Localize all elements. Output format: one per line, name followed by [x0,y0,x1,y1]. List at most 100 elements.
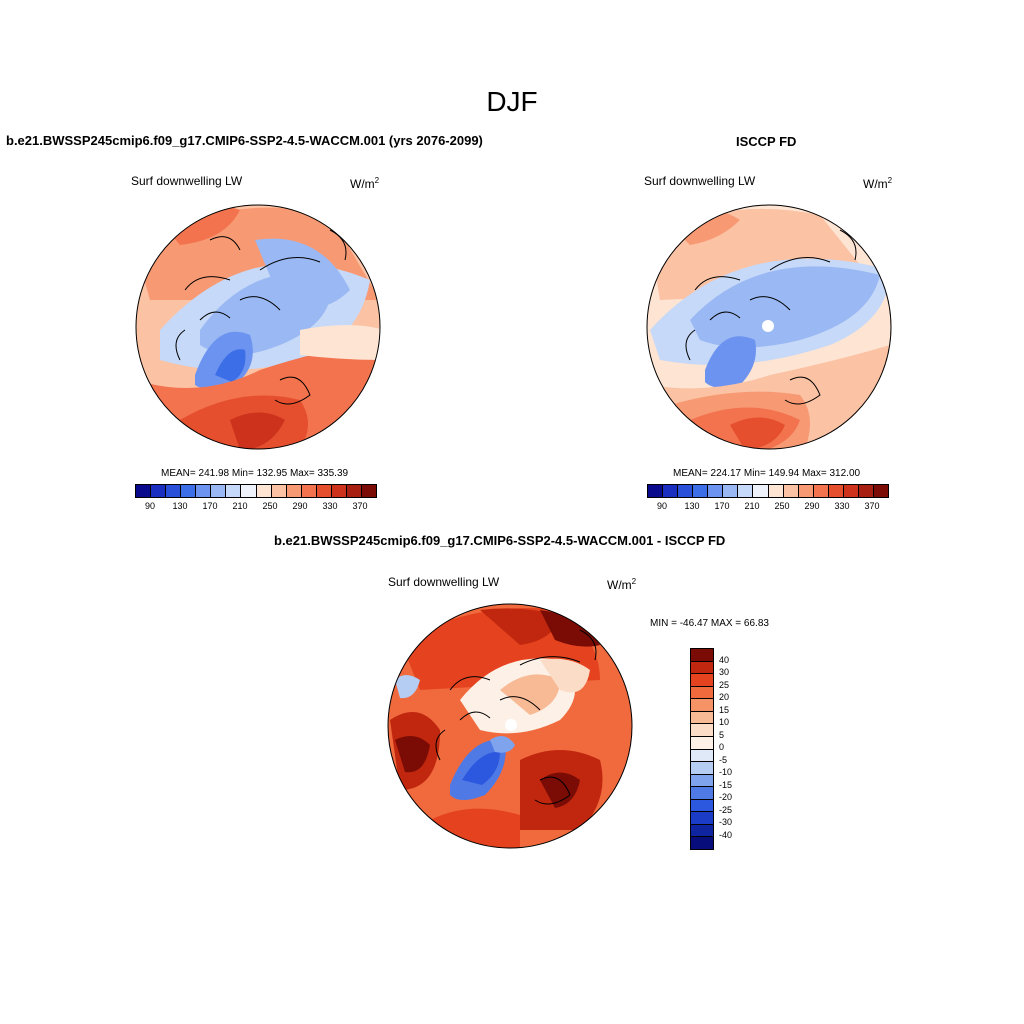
right-stats: MEAN= 224.17 Min= 149.94 Max= 312.00 [673,468,861,479]
diff-colorbar-label: -25 [719,804,733,815]
diff-colorbar-label: 10 [719,717,730,727]
colorbar-tick-label: 210 [232,501,248,511]
diff-panel-title: b.e21.BWSSP245cmip6.f09_g17.CMIP6-SSP2-4… [274,533,726,548]
right-units-label: W/m2 [863,176,893,191]
diff-colorbar-label: 15 [719,704,730,715]
colorbar-swatch [301,485,317,497]
colorbar-swatch [858,485,874,497]
colorbar-swatch [256,485,272,497]
colorbar-swatch [226,485,242,497]
diff-colorbar-swatch [691,736,713,750]
colorbar-swatch [316,485,332,497]
right-colorbar [647,484,889,498]
colorbar-swatch [211,485,227,497]
colorbar-swatch [181,485,197,497]
diff-colorbar-swatch [691,749,713,763]
colorbar-swatch [768,485,784,497]
left-stats: MEAN= 241.98 Min= 132.95 Max= 335.39 [161,468,349,479]
colorbar-tick-label: 330 [322,501,338,511]
left-colorbar [135,484,377,498]
diff-colorbar-label: -5 [719,754,728,765]
colorbar-tick-label: 250 [262,501,278,511]
diff-colorbar-swatch [691,824,713,838]
colorbar-swatch [813,485,829,497]
diff-colorbar-label: 20 [719,692,730,702]
colorbar-swatch [648,485,664,497]
left-polar-map [136,205,380,449]
colorbar-tick-label: 170 [202,501,218,511]
colorbar-tick-label: 250 [774,501,790,511]
colorbar-swatch [196,485,212,497]
diff-colorbar-swatch [691,674,713,687]
diff-colorbar-swatch [691,799,713,813]
colorbar-swatch [361,485,376,497]
right-panel-title: ISCCP FD [736,134,797,149]
diff-colorbar-swatch [691,787,713,800]
diff-colorbar-label: 0 [719,742,725,752]
colorbar-swatch [708,485,724,497]
diff-colorbar-label: 30 [719,667,730,677]
diff-colorbar-swatch [691,837,713,849]
colorbar-tick-label: 330 [834,501,850,511]
colorbar-swatch [798,485,814,497]
colorbar-tick-label: 170 [714,501,730,511]
colorbar-swatch [286,485,302,497]
diff-variable-label: Surf downwelling LW [388,575,500,589]
diff-colorbar-swatch [691,711,713,725]
diff-colorbar-swatch [691,699,713,712]
colorbar-swatch [753,485,769,497]
diff-colorbar-label: 40 [719,654,730,665]
diff-colorbar-label: -30 [719,817,733,827]
diff-colorbar-swatch [691,686,713,700]
colorbar-swatch [873,485,888,497]
colorbar-tick-label: 90 [656,501,668,511]
colorbar-swatch [136,485,152,497]
colorbar-swatch [331,485,347,497]
diff-colorbar-swatch [691,762,713,775]
left-units-label: W/m2 [350,176,380,191]
diff-minmax: MIN = -46.47 MAX = 66.83 [650,618,769,629]
colorbar-swatch [843,485,859,497]
diff-colorbar-swatch [691,661,713,675]
colorbar-swatch [738,485,754,497]
diff-colorbar-swatch [691,724,713,737]
colorbar-swatch [828,485,844,497]
colorbar-swatch [783,485,799,497]
diff-colorbar [690,648,714,850]
colorbar-swatch [166,485,182,497]
colorbar-swatch [663,485,679,497]
colorbar-swatch [346,485,362,497]
colorbar-swatch [693,485,709,497]
colorbar-tick-label: 290 [804,501,820,511]
diff-colorbar-swatch [691,649,713,662]
diff-colorbar-label: 5 [719,729,725,740]
diff-polar-map [388,604,632,848]
colorbar-tick-label: 130 [172,501,188,511]
colorbar-swatch [723,485,739,497]
diff-units-label: W/m2 [607,577,637,592]
colorbar-tick-label: 370 [352,501,368,511]
colorbar-tick-label: 290 [292,501,308,511]
diff-colorbar-label: 25 [719,679,730,690]
right-variable-label: Surf downwelling LW [644,174,756,188]
diff-colorbar-label: -10 [719,767,733,777]
colorbar-tick-label: 90 [144,501,156,511]
diff-colorbar-label: -40 [719,829,733,840]
left-panel-title: b.e21.BWSSP245cmip6.f09_g17.CMIP6-SSP2-4… [6,133,483,148]
right-map-pole-hole [762,320,774,332]
colorbar-swatch [241,485,257,497]
colorbar-swatch [271,485,287,497]
colorbar-swatch [678,485,694,497]
colorbar-tick-label: 370 [864,501,880,511]
diff-colorbar-label: -20 [719,792,733,802]
diff-colorbar-swatch [691,812,713,825]
diff-colorbar-label: -15 [719,779,733,790]
season-title: DJF [486,86,538,117]
diff-colorbar-swatch [691,774,713,788]
diff-map-pole-hole [505,719,517,731]
left-variable-label: Surf downwelling LW [131,174,243,188]
colorbar-tick-label: 130 [684,501,700,511]
colorbar-tick-label: 210 [744,501,760,511]
colorbar-swatch [151,485,167,497]
